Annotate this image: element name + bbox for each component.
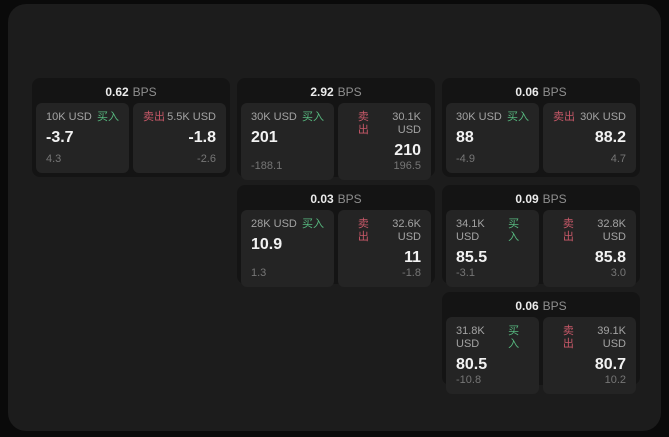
sell-panel[interactable]: 卖出 5.5K USD -1.8 -2.6 <box>133 103 226 173</box>
buy-amount: 10K USD <box>46 111 92 123</box>
buy-sell-row: 30K USD 买入 201 -188.1 卖出 30.1K USD 210 1… <box>241 103 431 180</box>
sell-side-label: 卖出 <box>357 111 369 136</box>
buy-sell-row: 28K USD 买入 10.9 1.3 卖出 32.6K USD 11 -1.8 <box>241 210 431 287</box>
buy-side-label: 买入 <box>302 218 324 230</box>
buy-amount: 34.1K USD <box>456 218 485 243</box>
sell-panel[interactable]: 卖出 30K USD 88.2 4.7 <box>543 103 636 173</box>
bps-value: 2.92 <box>310 85 334 99</box>
buy-panel[interactable]: 34.1K USD 买入 85.5 -3.1 <box>446 210 539 287</box>
buy-panel[interactable]: 30K USD 买入 201 -188.1 <box>241 103 334 180</box>
buy-panel[interactable]: 28K USD 买入 10.9 1.3 <box>241 210 334 287</box>
buy-panel[interactable]: 31.8K USD 买入 80.5 -10.8 <box>446 317 539 394</box>
sell-price: 85.8 <box>594 249 626 266</box>
card-bps-header: 0.06 BPS <box>446 295 636 317</box>
buy-price: 10.9 <box>251 236 283 253</box>
buy-change: -188.1 <box>251 160 283 172</box>
sell-amount: 30K USD <box>580 111 626 123</box>
card-bps-header: 0.62 BPS <box>36 81 226 103</box>
card-bps-header: 0.03 BPS <box>241 188 431 210</box>
buy-price: 85.5 <box>456 249 488 266</box>
sell-change: 3.0 <box>610 267 626 279</box>
bps-unit-label: BPS <box>542 192 567 206</box>
buy-amount: 28K USD <box>251 218 297 230</box>
buy-amount: 30K USD <box>456 111 502 123</box>
sell-panel[interactable]: 卖出 30.1K USD 210 196.5 <box>338 103 431 180</box>
card-bps-header: 0.09 BPS <box>446 188 636 210</box>
buy-change: 1.3 <box>251 267 267 279</box>
quote-card[interactable]: 0.03 BPS 28K USD 买入 10.9 1.3 卖出 32.6K USD <box>237 185 435 287</box>
sell-amount: 32.6K USD <box>392 218 421 243</box>
buy-sell-row: 34.1K USD 买入 85.5 -3.1 卖出 32.8K USD 85.8… <box>446 210 636 287</box>
sell-change: -1.8 <box>402 267 421 279</box>
bps-value: 0.09 <box>515 192 539 206</box>
quote-card[interactable]: 0.62 BPS 10K USD 买入 -3.7 4.3 卖出 5.5K USD <box>32 78 230 177</box>
buy-sell-row: 31.8K USD 买入 80.5 -10.8 卖出 39.1K USD 80.… <box>446 317 636 394</box>
sell-side-label: 卖出 <box>562 325 574 350</box>
bps-unit-label: BPS <box>337 192 362 206</box>
sell-side-label: 卖出 <box>357 218 369 243</box>
bps-unit-label: BPS <box>542 299 567 313</box>
bps-unit-label: BPS <box>337 85 362 99</box>
sell-price: 210 <box>394 142 421 159</box>
buy-change: -3.1 <box>456 267 475 279</box>
bps-value: 0.06 <box>515 299 539 313</box>
quote-card[interactable]: 0.06 BPS 31.8K USD 买入 80.5 -10.8 卖出 39.1K… <box>442 292 640 394</box>
sell-price: 80.7 <box>594 356 626 373</box>
bps-value: 0.06 <box>515 85 539 99</box>
buy-panel[interactable]: 10K USD 买入 -3.7 4.3 <box>36 103 129 173</box>
buy-price: 88 <box>456 129 474 146</box>
sell-amount: 30.1K USD <box>392 111 421 136</box>
bps-unit-label: BPS <box>132 85 157 99</box>
sell-panel[interactable]: 卖出 32.8K USD 85.8 3.0 <box>543 210 636 287</box>
buy-side-label: 买入 <box>97 111 119 123</box>
card-bps-header: 2.92 BPS <box>241 81 431 103</box>
sell-panel[interactable]: 卖出 32.6K USD 11 -1.8 <box>338 210 431 287</box>
bps-value: 0.62 <box>105 85 129 99</box>
sell-change: 4.7 <box>610 153 626 165</box>
sell-change: -2.6 <box>197 153 216 165</box>
bps-unit-label: BPS <box>542 85 567 99</box>
quote-card[interactable]: 2.92 BPS 30K USD 买入 201 -188.1 卖出 30.1K U… <box>237 78 435 180</box>
sell-amount: 32.8K USD <box>597 218 626 243</box>
quote-card[interactable]: 0.06 BPS 30K USD 买入 88 -4.9 卖出 30K USD <box>442 78 640 177</box>
sell-price: 11 <box>404 249 421 266</box>
sell-side-label: 卖出 <box>553 111 575 123</box>
buy-change: 4.3 <box>46 153 62 165</box>
sell-price: -1.8 <box>188 129 216 146</box>
buy-amount: 31.8K USD <box>456 325 485 350</box>
sell-amount: 39.1K USD <box>597 325 626 350</box>
buy-side-label: 买入 <box>508 325 520 350</box>
buy-side-label: 买入 <box>302 111 324 123</box>
buy-panel[interactable]: 30K USD 买入 88 -4.9 <box>446 103 539 173</box>
sell-price: 88.2 <box>594 129 626 146</box>
sell-change: 10.2 <box>604 374 626 386</box>
buy-change: -10.8 <box>456 374 482 386</box>
quote-card-grid: 0.62 BPS 10K USD 买入 -3.7 4.3 卖出 5.5K USD <box>32 78 640 394</box>
card-bps-header: 0.06 BPS <box>446 81 636 103</box>
buy-price: 80.5 <box>456 356 488 373</box>
sell-side-label: 卖出 <box>143 111 165 123</box>
buy-sell-row: 30K USD 买入 88 -4.9 卖出 30K USD 88.2 4.7 <box>446 103 636 173</box>
sell-side-label: 卖出 <box>562 218 574 243</box>
buy-price: 201 <box>251 129 278 146</box>
buy-sell-row: 10K USD 买入 -3.7 4.3 卖出 5.5K USD -1.8 -2.… <box>36 103 226 173</box>
quote-card[interactable]: 0.09 BPS 34.1K USD 买入 85.5 -3.1 卖出 32.8K … <box>442 185 640 287</box>
sell-amount: 5.5K USD <box>167 111 216 123</box>
sell-panel[interactable]: 卖出 39.1K USD 80.7 10.2 <box>543 317 636 394</box>
sell-change: 196.5 <box>393 160 421 172</box>
quotes-panel: 0.62 BPS 10K USD 买入 -3.7 4.3 卖出 5.5K USD <box>8 4 661 431</box>
bps-value: 0.03 <box>310 192 334 206</box>
buy-amount: 30K USD <box>251 111 297 123</box>
buy-price: -3.7 <box>46 129 74 146</box>
buy-side-label: 买入 <box>508 218 520 243</box>
buy-side-label: 买入 <box>507 111 529 123</box>
buy-change: -4.9 <box>456 153 475 165</box>
